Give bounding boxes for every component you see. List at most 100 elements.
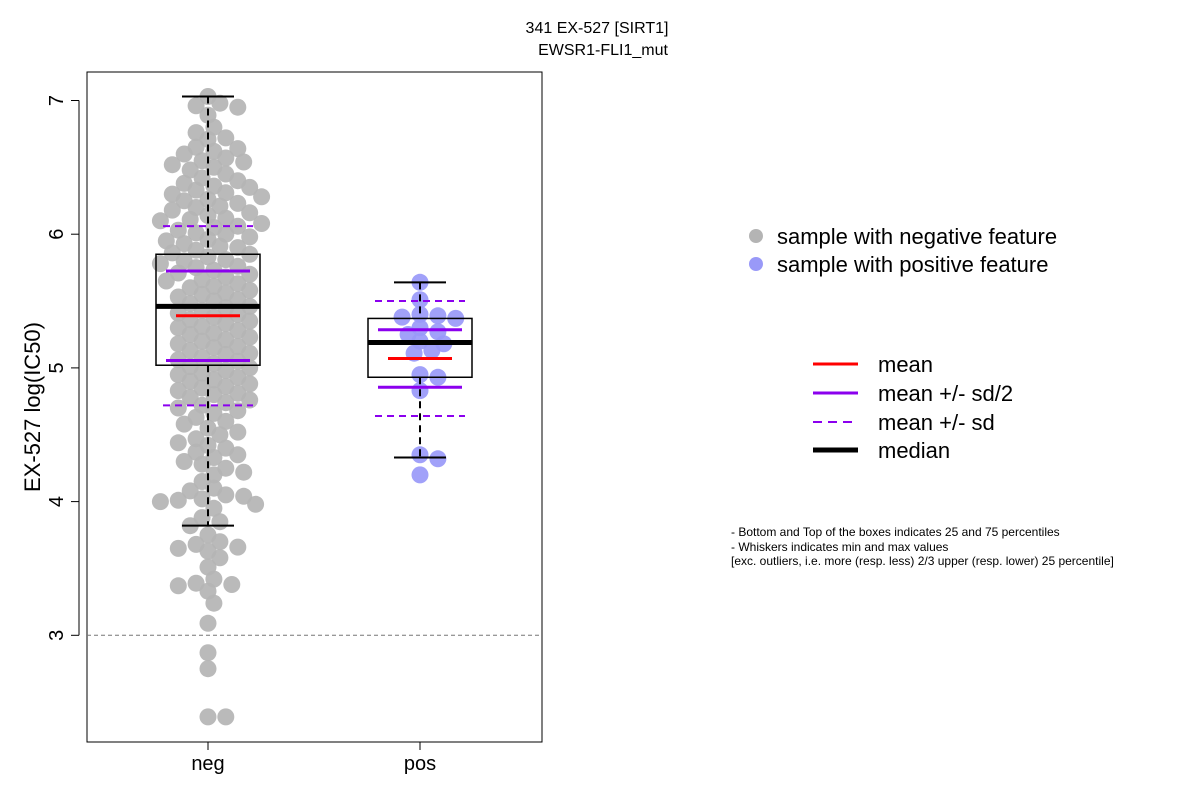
data-point-neg-120 — [217, 394, 235, 412]
note-line-2: - Whiskers indicates min and max values — [731, 540, 948, 554]
data-point-neg-43 — [169, 221, 187, 239]
data-point-neg-34 — [163, 201, 181, 219]
data-point-neg-84 — [241, 312, 259, 330]
data-point-neg-118 — [181, 388, 199, 406]
data-point-neg-28 — [253, 188, 271, 206]
data-point-neg-170 — [199, 614, 217, 632]
chart-title-line-1: 341 EX-527 [SIRT1] — [526, 20, 669, 37]
data-point-neg-165 — [187, 574, 205, 592]
data-point-neg-13 — [217, 149, 235, 167]
box-pos — [367, 317, 473, 379]
data-point-neg-151 — [247, 495, 265, 513]
chart-title-line-2: EWSR1-FLI1_mut — [538, 42, 668, 59]
legend-mean-label: mean — [878, 352, 933, 377]
data-point-neg-55 — [199, 248, 217, 266]
data-point-neg-46 — [241, 228, 259, 246]
data-point-neg-122 — [169, 399, 187, 417]
data-point-neg-159 — [229, 538, 247, 556]
data-point-neg-167 — [169, 577, 187, 595]
data-point-neg-37 — [217, 209, 235, 227]
data-point-neg-160 — [169, 539, 187, 557]
data-point-neg-127 — [175, 415, 193, 433]
data-point-neg-152 — [205, 499, 223, 517]
data-point-neg-112 — [241, 375, 259, 393]
data-point-neg-25 — [187, 181, 205, 199]
data-point-neg-166 — [223, 576, 241, 593]
data-point-neg-154 — [211, 513, 229, 531]
legend-negative-dot — [749, 229, 763, 243]
y-axis-title: EX-527 log(IC50) — [20, 322, 45, 492]
y-tick-label-7: 7 — [46, 95, 68, 106]
data-point-neg-40 — [253, 215, 271, 232]
data-point-neg-169 — [205, 594, 223, 612]
data-point-neg-53 — [163, 244, 181, 262]
plot-frame — [86, 71, 543, 743]
data-point-neg-98 — [241, 344, 259, 362]
data-point-neg-162 — [211, 549, 229, 567]
data-point-neg-91 — [241, 328, 259, 346]
data-point-neg-172 — [199, 660, 217, 678]
data-point-neg-12 — [175, 145, 193, 163]
data-point-pos-13 — [411, 366, 429, 384]
legend-sd-label: mean +/- sd — [878, 410, 995, 435]
note-line-3: [exc. outliers, i.e. more (resp. less) 2… — [731, 554, 1114, 568]
data-point-neg-153 — [193, 509, 211, 527]
y-axis: 3 4 5 6 7 — [46, 95, 80, 641]
x-tick-label-pos: pos — [404, 753, 436, 775]
data-point-neg-62 — [169, 264, 187, 282]
data-point-neg-24 — [241, 178, 259, 196]
data-point-neg-117 — [205, 386, 223, 404]
data-point-neg-139 — [193, 455, 211, 473]
data-point-neg-124 — [205, 404, 223, 422]
y-tick-label-5: 5 — [46, 362, 68, 373]
data-point-neg-171 — [199, 644, 217, 662]
data-point-neg-174 — [217, 708, 235, 726]
data-point-neg-26 — [217, 184, 235, 202]
data-point-neg-35 — [241, 204, 259, 222]
box-neg — [155, 253, 261, 366]
points-layer — [151, 88, 465, 726]
data-point-neg-50 — [211, 237, 229, 255]
data-point-neg-123 — [229, 402, 247, 420]
data-point-neg-1 — [211, 94, 229, 112]
data-point-neg-10 — [229, 140, 247, 158]
data-point-neg-132 — [169, 434, 187, 452]
data-point-neg-3 — [229, 98, 247, 116]
data-point-neg-138 — [175, 453, 193, 470]
data-point-neg-148 — [193, 490, 211, 508]
data-point-neg-146 — [217, 486, 235, 504]
data-point-pos-17 — [429, 450, 447, 468]
data-point-neg-15 — [235, 153, 253, 171]
data-point-neg-119 — [241, 391, 259, 409]
y-tick-label-4: 4 — [46, 496, 68, 507]
y-tick-label-6: 6 — [46, 229, 68, 240]
legend-median-label: median — [878, 438, 950, 463]
data-point-pos-4 — [393, 308, 411, 326]
data-point-pos-18 — [411, 466, 429, 484]
legend-points: sample with negative feature sample with… — [749, 224, 1057, 277]
legend-lines: mean mean +/- sd/2 mean +/- sd median — [813, 352, 1013, 463]
data-point-neg-18 — [181, 161, 199, 179]
data-point-neg-157 — [211, 533, 229, 551]
data-point-neg-130 — [211, 426, 229, 444]
note-line-1: - Bottom and Top of the boxes indicates … — [731, 525, 1060, 539]
data-point-neg-136 — [229, 446, 247, 464]
boxes-layer — [155, 95, 473, 527]
x-axis: neg pos — [191, 741, 436, 775]
data-point-neg-70 — [241, 281, 259, 299]
data-point-neg-129 — [229, 423, 247, 441]
data-point-neg-145 — [181, 482, 199, 500]
data-point-neg-149 — [169, 491, 187, 509]
data-point-neg-141 — [235, 463, 253, 481]
legend-positive-dot — [749, 257, 763, 271]
data-point-neg-150 — [151, 493, 169, 511]
data-point-neg-147 — [235, 487, 253, 505]
data-point-neg-2 — [187, 97, 205, 115]
data-point-neg-16 — [163, 156, 181, 174]
notes: - Bottom and Top of the boxes indicates … — [731, 525, 1114, 568]
data-point-neg-126 — [217, 412, 235, 430]
data-point-neg-66 — [157, 272, 175, 290]
data-point-pos-3 — [429, 307, 447, 325]
data-point-neg-173 — [199, 708, 217, 726]
